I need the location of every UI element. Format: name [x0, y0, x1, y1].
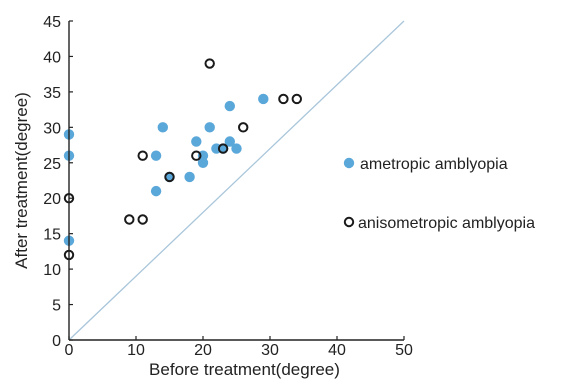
data-point [124, 214, 135, 225]
data-point [191, 150, 202, 161]
data-point [291, 93, 302, 105]
y-tick-label: 0 [52, 333, 61, 350]
y-tick-label: 10 [43, 262, 61, 279]
data-point [278, 93, 289, 105]
y-axis-title: After treatment(degree) [12, 92, 31, 269]
data-point [184, 171, 195, 183]
data-point [191, 136, 202, 147]
data-point [137, 150, 148, 161]
data-point [217, 143, 229, 154]
series-ametropic [63, 93, 269, 246]
y-tick-label: 45 [43, 14, 61, 31]
x-tick-label: 40 [328, 342, 346, 359]
series-anisometropic [63, 58, 302, 261]
legend-label-anisometropic: anisometropic amblyopia [358, 215, 535, 232]
y-tick-label: 25 [43, 156, 61, 173]
x-tick-label: 50 [395, 342, 413, 359]
data-point [231, 143, 242, 154]
data-point [150, 150, 162, 161]
data-point [224, 136, 235, 147]
data-point [204, 58, 215, 69]
legend-item-ametropic: ametropic amblyopia [343, 156, 508, 173]
y-tick-label: 20 [43, 191, 61, 208]
data-point [164, 171, 175, 183]
y-tick-label: 30 [43, 120, 61, 137]
data-point [150, 185, 162, 197]
y-tick-label: 40 [43, 49, 61, 66]
x-axis-title: Before treatment(degree) [149, 360, 340, 379]
axes: 0 10 20 30 40 50 0 5 10 15 20 25 30 35 40 45 [43, 14, 413, 359]
legend: ametropic amblyopia anisometropic amblyo… [343, 156, 535, 232]
x-tick-label: 20 [194, 342, 212, 359]
data-point [224, 100, 235, 112]
legend-label-ametropic: ametropic amblyopia [360, 156, 508, 173]
y-tick-label: 35 [43, 85, 61, 102]
legend-marker-anisometropic [343, 216, 355, 228]
data-point [204, 122, 215, 133]
legend-item-anisometropic: anisometropic amblyopia [343, 215, 535, 232]
data-point [258, 93, 269, 105]
data-point [137, 214, 148, 225]
legend-marker-ametropic [343, 157, 355, 169]
data-point [157, 122, 168, 133]
data-point [238, 122, 249, 133]
x-tick-label: 0 [65, 342, 74, 359]
reference-line [68, 20, 405, 341]
plot-area [63, 20, 405, 341]
y-tick-label: 5 [52, 298, 61, 315]
x-tick-label: 10 [127, 342, 145, 359]
y-tick-label: 15 [43, 227, 61, 244]
x-tick-label: 30 [261, 342, 279, 359]
